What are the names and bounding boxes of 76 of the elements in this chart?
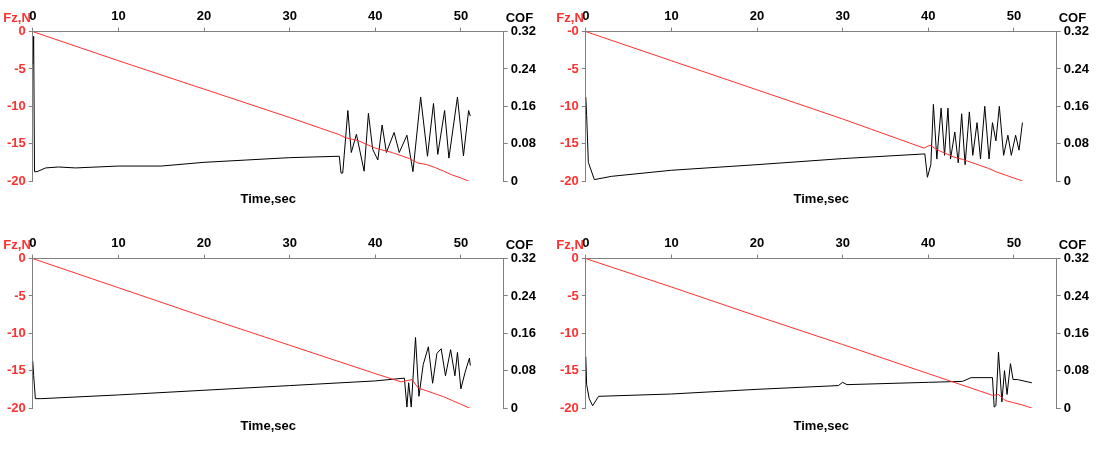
y2-axis-title: COF [505, 236, 534, 252]
x-tick-label: 40 [921, 8, 936, 24]
y2-tick-label: 0 [1063, 399, 1071, 415]
x-axis-title: Time,sec [240, 191, 296, 207]
x-tick-label: 0 [582, 235, 590, 251]
y2-tick-label: 0.16 [510, 97, 537, 113]
y-axis-title: Fz,N [3, 236, 31, 252]
x-tick-label: 50 [1006, 8, 1022, 24]
y-tick-label: 0 [571, 250, 579, 266]
y-tick-label: -10 [6, 324, 26, 340]
y2-axis-title: COF [1058, 9, 1087, 25]
y2-tick-label: 0.08 [510, 362, 537, 378]
y2-tick-label: 0 [1063, 172, 1071, 188]
y-tick-label: -5 [567, 287, 579, 303]
x-tick-label: 10 [111, 235, 126, 251]
y-tick-label: -0 [567, 23, 579, 39]
y2-tick-label: 0 [510, 399, 518, 415]
x-tick-label: 40 [368, 8, 383, 24]
x-tick-label: 10 [111, 8, 126, 24]
y2-tick-label: 0.32 [510, 250, 537, 266]
y-tick-label: -15 [559, 362, 579, 378]
x-tick-label: 40 [368, 235, 383, 251]
y2-tick-label: 0.32 [1063, 23, 1090, 39]
y-axis-title: Fz,N [3, 9, 31, 25]
x-tick-label: 20 [196, 8, 212, 24]
x-axis-title: Time,sec [240, 418, 296, 434]
x-tick-label: 30 [835, 235, 850, 251]
x-axis-title: Time,sec [793, 418, 849, 434]
y-tick-label: -20 [6, 172, 26, 188]
y-tick-label: -20 [559, 399, 579, 415]
y-tick-label: -10 [559, 97, 579, 113]
y-tick-label: -10 [559, 324, 579, 340]
y2-tick-label: 0.16 [1063, 324, 1090, 340]
x-tick-label: 20 [749, 8, 765, 24]
y-tick-label: -10 [6, 97, 26, 113]
y2-axis-title: COF [505, 9, 534, 25]
y2-tick-label: 0.24 [1063, 60, 1090, 76]
y-tick-label: -5 [567, 60, 579, 76]
x-tick-label: 20 [196, 235, 212, 251]
y2-tick-label: 0.08 [510, 135, 537, 151]
y2-tick-label: 0.08 [1063, 135, 1090, 151]
x-tick-label: 50 [453, 8, 469, 24]
y-tick-label: 0 [18, 250, 26, 266]
y-tick-label: -15 [6, 362, 26, 378]
y2-tick-label: 0.24 [1063, 287, 1090, 303]
x-tick-label: 20 [749, 235, 765, 251]
y-tick-label: -15 [6, 135, 26, 151]
x-tick-label: 30 [282, 8, 297, 24]
y-axis-title: Fz,N [556, 9, 584, 25]
y2-tick-label: 0.16 [510, 324, 537, 340]
x-tick-label: 40 [921, 235, 936, 251]
x-tick-label: 10 [664, 8, 679, 24]
x-tick-label: 50 [1006, 235, 1022, 251]
y2-tick-label: 0 [510, 172, 518, 188]
x-axis-title: Time,sec [793, 191, 849, 207]
y-tick-label: -20 [559, 172, 579, 188]
x-tick-label: 0 [29, 235, 37, 251]
y-axis-title: Fz,N [556, 236, 584, 252]
y-tick-label: -15 [559, 135, 579, 151]
y-tick-label: -5 [14, 287, 26, 303]
y-tick-label: -5 [14, 60, 26, 76]
y2-tick-label: 0.08 [1063, 362, 1090, 378]
y2-axis-title: COF [1058, 236, 1087, 252]
y2-tick-label: 0.24 [510, 60, 537, 76]
x-tick-label: 0 [29, 8, 37, 24]
x-tick-label: 30 [282, 235, 297, 251]
x-tick-label: 30 [835, 8, 850, 24]
x-tick-label: 10 [664, 235, 679, 251]
y2-tick-label: 0.16 [1063, 97, 1090, 113]
y2-tick-label: 0.32 [1063, 250, 1090, 266]
y2-tick-label: 0.32 [510, 23, 537, 39]
x-tick-label: 50 [453, 235, 469, 251]
x-tick-label: 0 [582, 8, 590, 24]
y-tick-label: 0 [18, 23, 26, 39]
y-tick-label: -20 [6, 399, 26, 415]
y2-tick-label: 0.24 [510, 287, 537, 303]
